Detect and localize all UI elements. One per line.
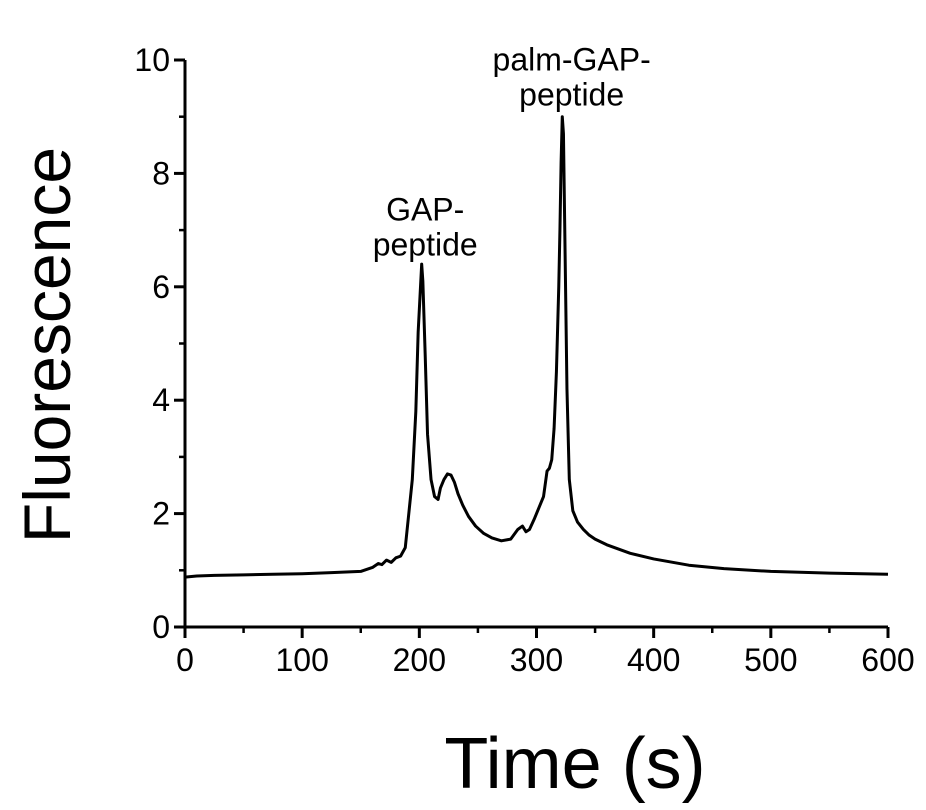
- series: [184, 115, 889, 579]
- x-tick-label: 200: [393, 642, 446, 678]
- y-tick-label: 4: [152, 382, 170, 418]
- x-tick-label: 300: [510, 642, 563, 678]
- peak-annotation: peptide: [373, 227, 478, 263]
- y-axis-title: Fluorescence: [10, 147, 84, 543]
- y-tick-label: 0: [152, 609, 170, 645]
- axes: [183, 60, 888, 629]
- x-tick-label: 500: [744, 642, 797, 678]
- x-tick-label: 0: [176, 642, 194, 678]
- ticks: [174, 58, 890, 638]
- peak-annotation: GAP-: [386, 192, 464, 228]
- x-axis-title: Time (s): [444, 724, 705, 804]
- x-tick-label: 600: [861, 642, 914, 678]
- series-line: [184, 115, 889, 579]
- y-tick-label: 2: [152, 496, 170, 532]
- y-tick-label: 6: [152, 269, 170, 305]
- x-tick-label: 400: [627, 642, 680, 678]
- y-tick-label: 10: [134, 42, 170, 78]
- x-tick-label: 100: [275, 642, 328, 678]
- peak-annotation: peptide: [519, 76, 624, 112]
- tick-labels: 0 100 200 300 400 500 600 0 2 4 6 8 10: [134, 42, 914, 678]
- y-tick-label: 8: [152, 155, 170, 191]
- peak-annotation: palm-GAP-: [493, 41, 651, 77]
